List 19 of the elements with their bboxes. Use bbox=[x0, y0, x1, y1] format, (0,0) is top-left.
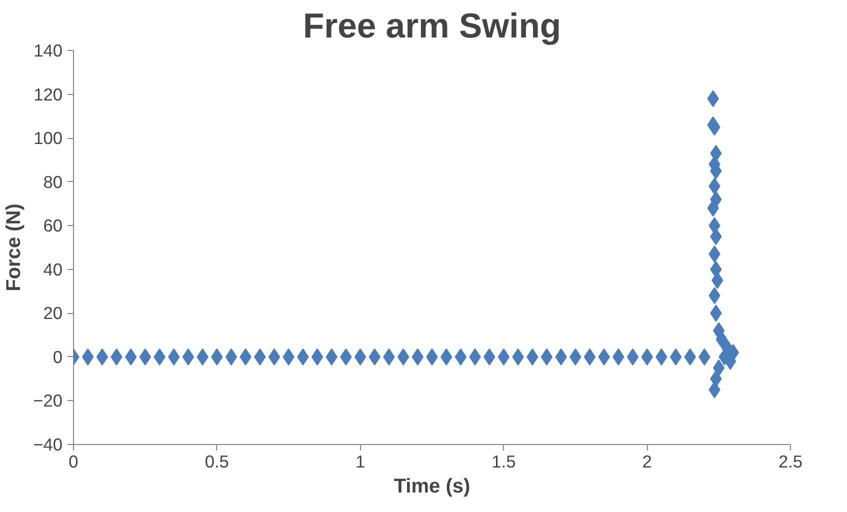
y-tick-label: −20 bbox=[33, 390, 63, 411]
y-tick-label: 140 bbox=[34, 40, 63, 60]
y-tick-label: 0 bbox=[52, 346, 63, 367]
x-tick-label: 1.5 bbox=[492, 452, 516, 472]
y-tick-label: 20 bbox=[43, 303, 63, 324]
y-axis-title: Force (N) bbox=[3, 204, 26, 292]
x-tick-label: 2 bbox=[642, 452, 652, 472]
x-tick-label: 0 bbox=[68, 452, 78, 472]
x-tick-label: 1 bbox=[355, 452, 366, 472]
chart-title: Free arm Swing bbox=[302, 8, 562, 46]
x-tick-label: 0.5 bbox=[204, 452, 229, 472]
y-tick-label: 60 bbox=[43, 216, 63, 236]
y-tick-label: 120 bbox=[34, 84, 63, 104]
y-tick-label: 40 bbox=[43, 259, 63, 280]
y-tick-label: −40 bbox=[33, 434, 63, 454]
x-tick-label: 2.5 bbox=[778, 452, 803, 472]
y-tick-label: 100 bbox=[34, 128, 63, 148]
x-axis-title: Time (s) bbox=[394, 476, 470, 498]
y-tick-label: 80 bbox=[43, 172, 63, 192]
